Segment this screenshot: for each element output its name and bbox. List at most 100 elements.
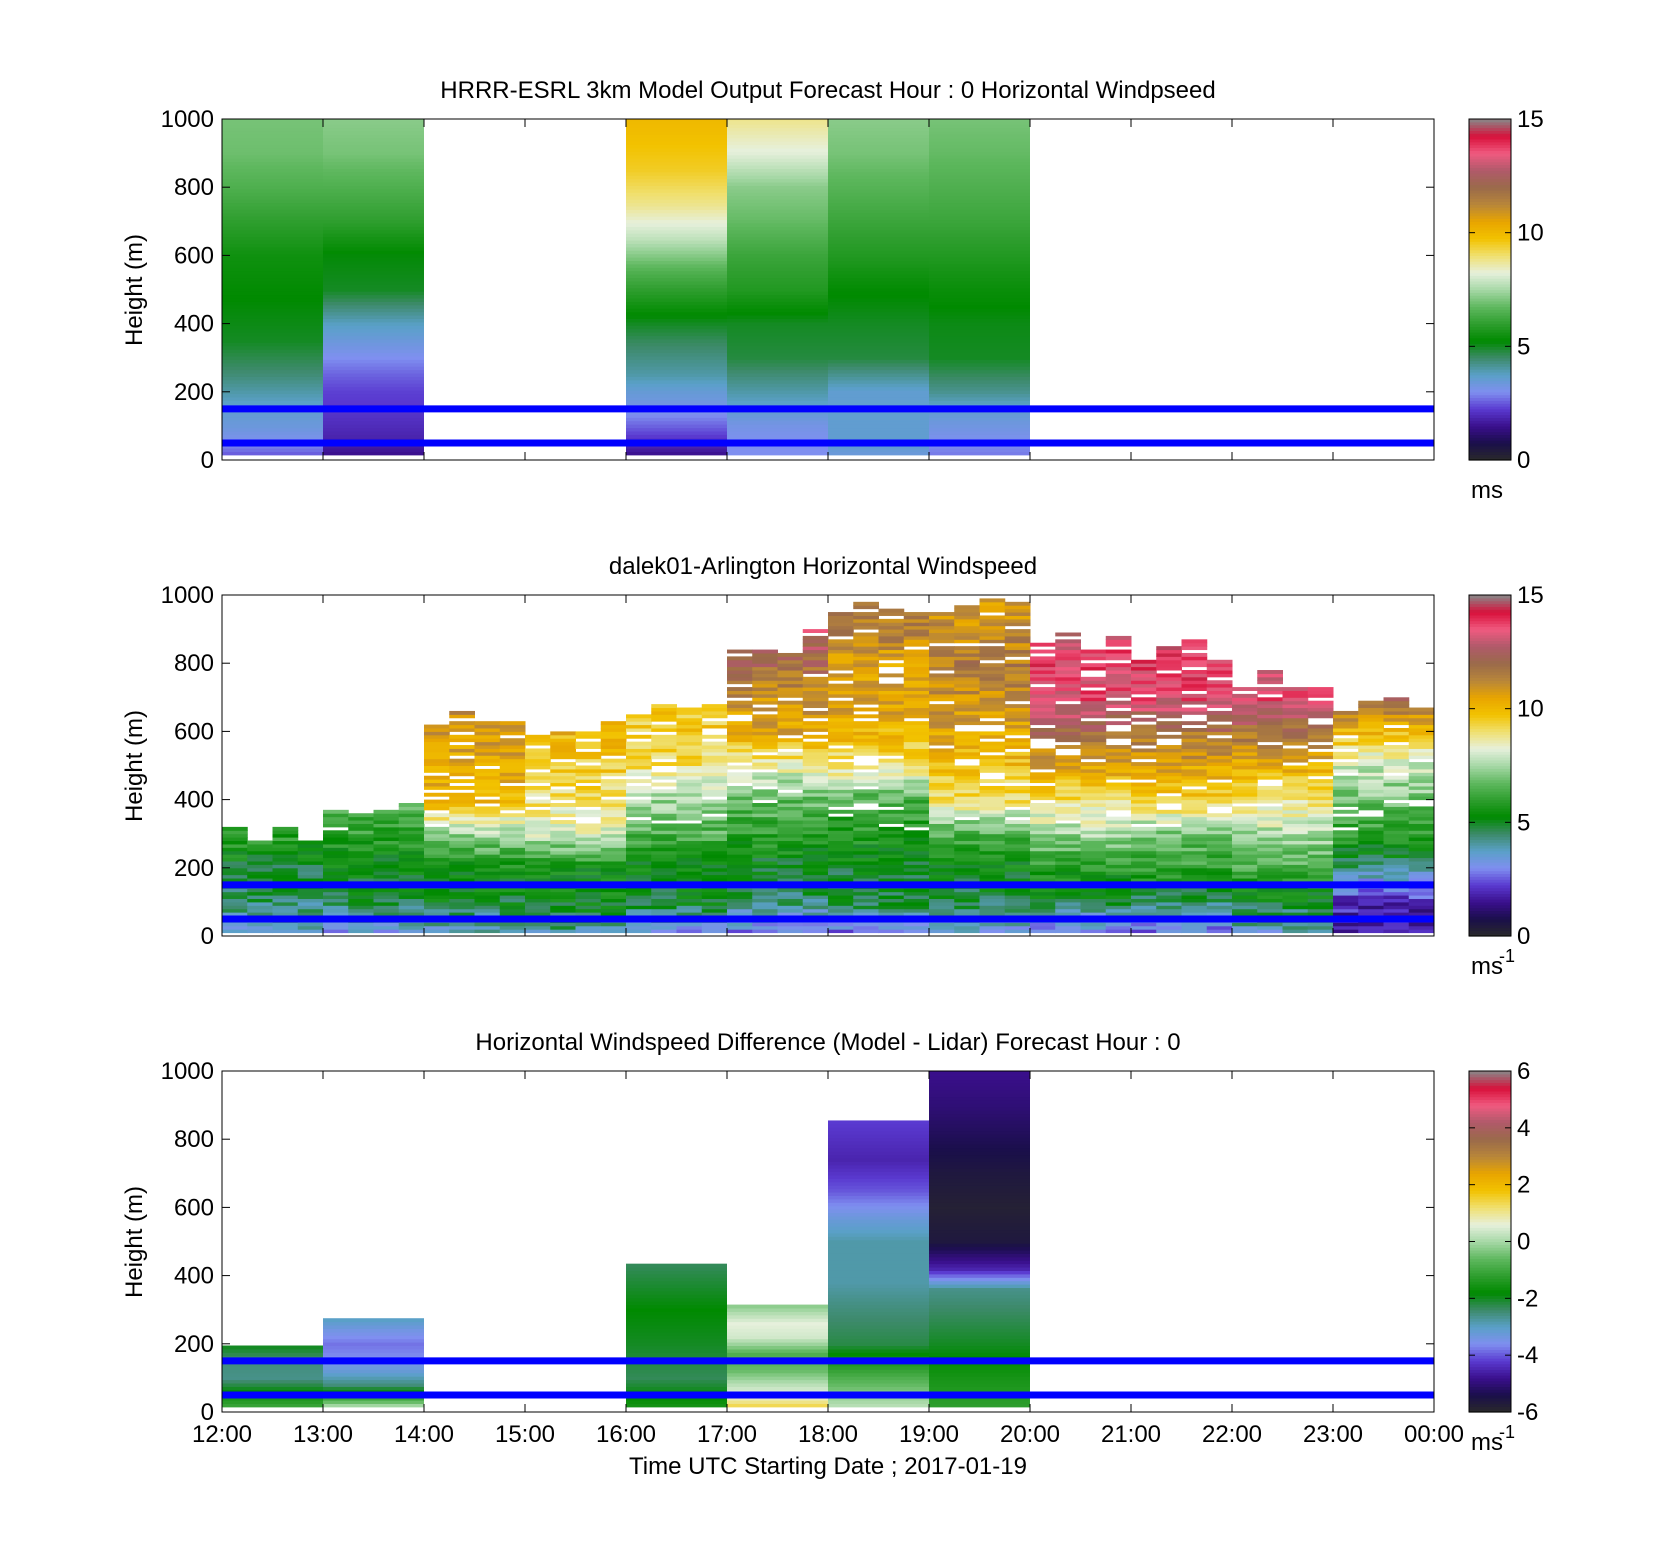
heatmap-cell (752, 922, 778, 927)
colorbar-segment (1469, 195, 1511, 200)
heatmap-cell (1055, 891, 1081, 896)
heatmap-cell (1004, 785, 1031, 790)
heatmap-cell (1257, 738, 1283, 743)
heatmap-cell (626, 1294, 727, 1299)
heatmap-cell (929, 796, 955, 801)
heatmap-cell (550, 888, 576, 893)
heatmap-cell (1282, 843, 1309, 848)
heatmap-cell (600, 898, 627, 903)
heatmap-cell (600, 867, 627, 872)
heatmap-cell (828, 1335, 929, 1340)
heatmap-cell (1131, 867, 1157, 872)
heatmap-cell (1156, 727, 1182, 732)
heatmap-cell (600, 888, 627, 893)
heatmap-cell (449, 823, 475, 828)
colorbar-segment (1469, 847, 1511, 852)
heatmap-cell (323, 127, 424, 132)
heatmap-cell (1055, 745, 1081, 749)
heatmap-cell (1206, 860, 1233, 865)
heatmap-cell (878, 878, 905, 882)
heatmap-cell (575, 898, 602, 903)
heatmap-cell (1156, 860, 1182, 865)
heatmap-cell (752, 676, 778, 681)
heatmap-cell (474, 867, 501, 872)
heatmap-cell (1055, 690, 1081, 695)
heatmap-cell (323, 833, 349, 838)
heatmap-cell (626, 823, 652, 828)
heatmap-cell (1030, 789, 1056, 794)
heatmap-cell (1333, 871, 1359, 876)
heatmap-cell (802, 755, 829, 760)
heatmap-cell (373, 860, 400, 865)
heatmap-cell (828, 294, 929, 299)
heatmap-cell (626, 260, 727, 265)
heatmap-cell (1055, 785, 1081, 790)
heatmap-cell (1383, 840, 1410, 845)
heatmap-cell (878, 775, 905, 780)
heatmap-cell (222, 277, 323, 282)
heatmap-cell (853, 871, 879, 876)
heatmap-cell (1131, 898, 1157, 903)
colorbar-segment (1469, 192, 1511, 197)
heatmap-cell (676, 826, 703, 831)
heatmap-cell (323, 850, 349, 855)
colorbar-segment (1469, 822, 1511, 826)
heatmap-cell (626, 871, 652, 876)
heatmap-cell (853, 765, 879, 770)
colorbar-segment (1469, 454, 1511, 458)
heatmap-cell (1257, 670, 1283, 674)
heatmap-cell (979, 789, 1006, 794)
colorbar-segment (1469, 1380, 1511, 1385)
heatmap-cell (1080, 891, 1107, 896)
heatmap-cell (979, 649, 1006, 654)
colorbar-segment (1469, 1335, 1511, 1339)
heatmap-cell (1181, 891, 1208, 896)
heatmap-cell (1131, 741, 1157, 746)
heatmap-cell (499, 751, 526, 756)
heatmap-cell (676, 738, 703, 743)
heatmap-cell (651, 847, 677, 852)
colorbar-segment (1469, 756, 1511, 761)
heatmap-cell (929, 622, 955, 627)
heatmap-cell (1181, 758, 1208, 763)
heatmap-cell (222, 165, 323, 169)
heatmap-cell (878, 803, 905, 807)
heatmap-cell (1358, 775, 1384, 780)
heatmap-cell (550, 826, 576, 831)
colorbar-segment (1469, 408, 1511, 413)
heatmap-cell (626, 1267, 727, 1271)
heatmap-cell (853, 826, 879, 831)
heatmap-cell (929, 223, 1030, 227)
heatmap-cell (1282, 895, 1309, 899)
heatmap-cell (878, 789, 905, 794)
heatmap-cell (1004, 697, 1031, 702)
heatmap-cell (323, 277, 424, 282)
heatmap-cell (1206, 854, 1233, 859)
heatmap-cell (1282, 768, 1309, 773)
heatmap-cell (1307, 891, 1334, 896)
heatmap-cell (878, 683, 905, 688)
heatmap-cell (1055, 704, 1081, 709)
heatmap-cell (727, 803, 753, 807)
colorbar-segment (1469, 768, 1511, 772)
heatmap-cell (222, 1376, 323, 1381)
heatmap-cell (1257, 704, 1283, 709)
heatmap-cell (1131, 803, 1157, 807)
heatmap-cell (954, 891, 980, 896)
heatmap-cell (828, 379, 929, 384)
heatmap-cell (1080, 826, 1107, 831)
heatmap-cell (626, 424, 727, 429)
heatmap-cell (929, 895, 955, 899)
heatmap-cell (1383, 697, 1410, 702)
colorbar-segment (1469, 720, 1511, 724)
heatmap-cell (954, 840, 980, 845)
heatmap-cell (1131, 905, 1157, 910)
heatmap-cell (1004, 796, 1031, 801)
heatmap-cell (929, 803, 955, 807)
heatmap-cell (853, 837, 879, 842)
heatmap-cell (222, 376, 323, 381)
heatmap-cell (323, 291, 424, 296)
heatmap-cell (1181, 680, 1208, 685)
heatmap-cell (424, 922, 450, 927)
heatmap-cell (929, 799, 955, 804)
